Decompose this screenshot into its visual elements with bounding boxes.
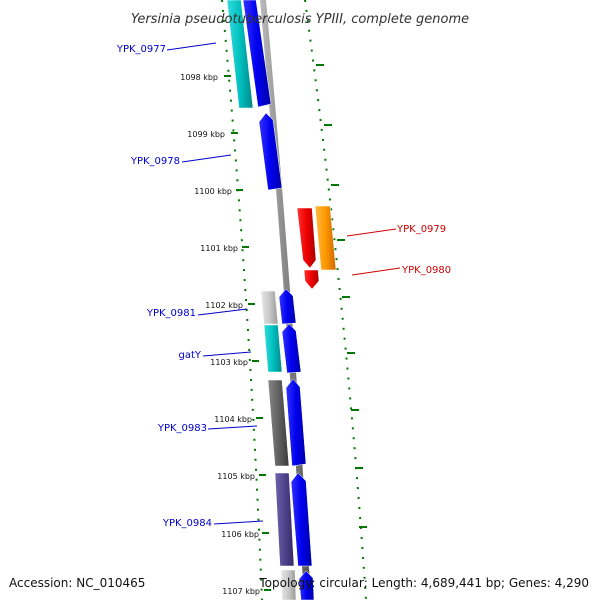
gene-label-ypk0978[interactable]: YPK_0978 (130, 156, 180, 167)
gene-label-ypk0977[interactable]: YPK_0977 (116, 44, 166, 55)
tick-label: 1106 kbp (221, 530, 259, 539)
plus-strand-genes (296, 207, 320, 290)
map-title: Yersinia pseudotuberculosis YPIII, compl… (131, 12, 469, 27)
tick-label: 1099 kbp (187, 130, 225, 139)
tick-label: 1102 kbp (205, 301, 243, 310)
tick-label: 1098 kbp (180, 73, 218, 82)
category-box-ypk0981[interactable] (260, 290, 279, 325)
topology-text: Topology: circular; Length: 4,689,441 bp… (258, 576, 589, 590)
tick-label: 1103 kbp (210, 358, 248, 367)
outer-ticks (316, 64, 367, 528)
accession-text: Accession: NC_010465 (9, 576, 145, 590)
tick-label: 1104 kbp (214, 415, 252, 424)
gene-label-ypk0979[interactable]: YPK_0979 (396, 224, 446, 235)
gene-ypk0979[interactable] (296, 207, 317, 269)
tick-ruler (221, 0, 263, 600)
gene-labels: YPK_0977 YPK_0978 YPK_0979 YPK_0980 YPK_… (116, 44, 451, 529)
gene-label-ypk0983[interactable]: YPK_0983 (157, 423, 207, 434)
category-box-ypk0979[interactable] (314, 205, 337, 271)
gene-ypk0981[interactable] (278, 288, 297, 325)
gene-label-ypk0980[interactable]: YPK_0980 (401, 265, 451, 276)
category-box-ypk0983[interactable] (267, 379, 290, 467)
gene-ypk0980[interactable] (303, 269, 320, 290)
gene-ypk0977[interactable] (242, 0, 272, 108)
category-box-ypk0984[interactable] (274, 472, 295, 567)
gene-ypk0984[interactable] (290, 472, 313, 567)
gene-label-gaty[interactable]: gatY (178, 350, 201, 361)
minus-strand-genes (242, 0, 315, 600)
tick-label: 1105 kbp (217, 472, 255, 481)
gene-ypk0983[interactable] (285, 378, 307, 467)
gene-gaty[interactable] (281, 323, 302, 374)
category-box-ypk0977[interactable] (226, 0, 254, 109)
outer-ruler (304, 0, 367, 600)
gene-label-ypk0984[interactable]: YPK_0984 (162, 518, 212, 529)
gene-ypk0978[interactable] (258, 112, 283, 191)
tick-label: 1107 kbp (222, 587, 260, 596)
gene-label-ypk0981[interactable]: YPK_0981 (146, 308, 196, 319)
tick-label: 1101 kbp (200, 244, 238, 253)
major-ticks (224, 75, 271, 591)
category-box-gaty[interactable] (263, 324, 283, 373)
tick-label: 1100 kbp (194, 187, 232, 196)
category-track (226, 0, 297, 600)
category-box-next[interactable] (280, 569, 297, 600)
label-leaders (166, 42, 401, 525)
gene-next[interactable] (298, 570, 315, 600)
tick-labels: 1098 kbp 1099 kbp 1100 kbp 1101 kbp 1102… (180, 73, 260, 596)
